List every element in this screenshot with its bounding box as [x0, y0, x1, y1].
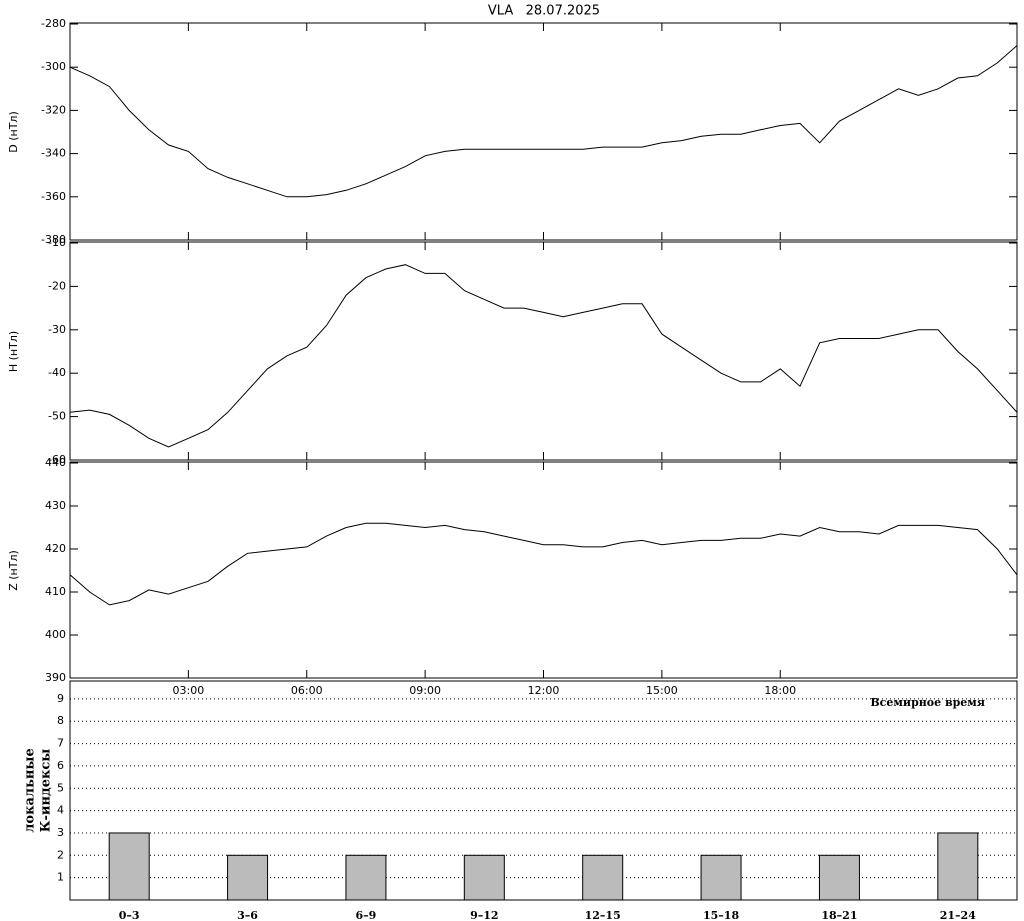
panel-frame	[69, 461, 1018, 679]
bar	[818, 854, 860, 901]
y-tick-label: -380	[41, 233, 66, 246]
x-tick-label: 12:00	[528, 684, 560, 697]
y-tick-label: 430	[45, 499, 66, 512]
y-tick-label: -280	[41, 17, 66, 30]
x-tick-label: 12–15	[585, 909, 621, 921]
panel-frame	[69, 241, 1018, 461]
y-tick-label: -20	[48, 279, 66, 292]
x-tick-label: 09:00	[409, 684, 441, 697]
x-tick-label: 6–9	[356, 909, 377, 921]
x-tick-label: 3–6	[237, 909, 258, 921]
bar	[582, 854, 624, 901]
panel-frame	[69, 680, 1018, 901]
bar	[937, 832, 979, 901]
y-tick-label: 5	[57, 781, 64, 794]
y-tick-label: -300	[41, 60, 66, 73]
y-tick-label: 420	[45, 542, 66, 555]
bar	[345, 854, 387, 901]
x-tick-label: 0–3	[119, 909, 140, 921]
y-axis-label: локальные	[23, 748, 38, 832]
y-tick-label: -50	[48, 410, 66, 423]
x-tick-label: 9–12	[470, 909, 498, 921]
y-tick-label: 8	[57, 714, 64, 727]
y-tick-label: 400	[45, 628, 66, 641]
y-axis-label: H (нТл)	[7, 331, 20, 372]
data-line	[69, 522, 1018, 606]
bar	[463, 854, 505, 901]
chart-title: VLA 28.07.2025	[488, 4, 600, 19]
y-tick-label: 1	[57, 871, 64, 884]
x-axis-label: Всемирное время	[870, 696, 985, 709]
x-tick-label: 06:00	[291, 684, 323, 697]
x-tick-label: 21–24	[940, 909, 976, 921]
y-tick-label: -40	[48, 366, 66, 379]
y-tick-label: 440	[45, 456, 66, 469]
panel-frame	[69, 22, 1018, 241]
bar	[227, 854, 269, 901]
x-tick-label: 03:00	[173, 684, 205, 697]
y-tick-label: 6	[57, 759, 64, 772]
bar	[700, 854, 742, 901]
x-tick-label: 18–21	[821, 909, 857, 921]
x-tick-label: 15–18	[703, 909, 739, 921]
y-tick-label: -10	[48, 236, 66, 249]
y-tick-label: 9	[57, 692, 64, 705]
y-axis-label: К-индексы	[39, 749, 54, 833]
y-tick-label: -320	[41, 103, 66, 116]
x-tick-label: 15:00	[646, 684, 678, 697]
y-tick-label: 390	[45, 671, 66, 684]
data-line	[69, 264, 1018, 448]
y-tick-label: -60	[48, 453, 66, 466]
data-line	[69, 45, 1018, 198]
bar	[108, 832, 150, 901]
y-axis-label: D (нТл)	[7, 111, 20, 153]
y-axis-label: Z (нТл)	[7, 550, 20, 591]
y-tick-label: 3	[57, 826, 64, 839]
y-tick-label: -30	[48, 323, 66, 336]
x-tick-label: 18:00	[764, 684, 796, 697]
y-tick-label: 410	[45, 585, 66, 598]
y-tick-label: -360	[41, 190, 66, 203]
y-tick-label: 4	[57, 804, 64, 817]
y-tick-label: 7	[57, 737, 64, 750]
y-tick-label: -340	[41, 147, 66, 160]
y-tick-label: 2	[57, 848, 64, 861]
